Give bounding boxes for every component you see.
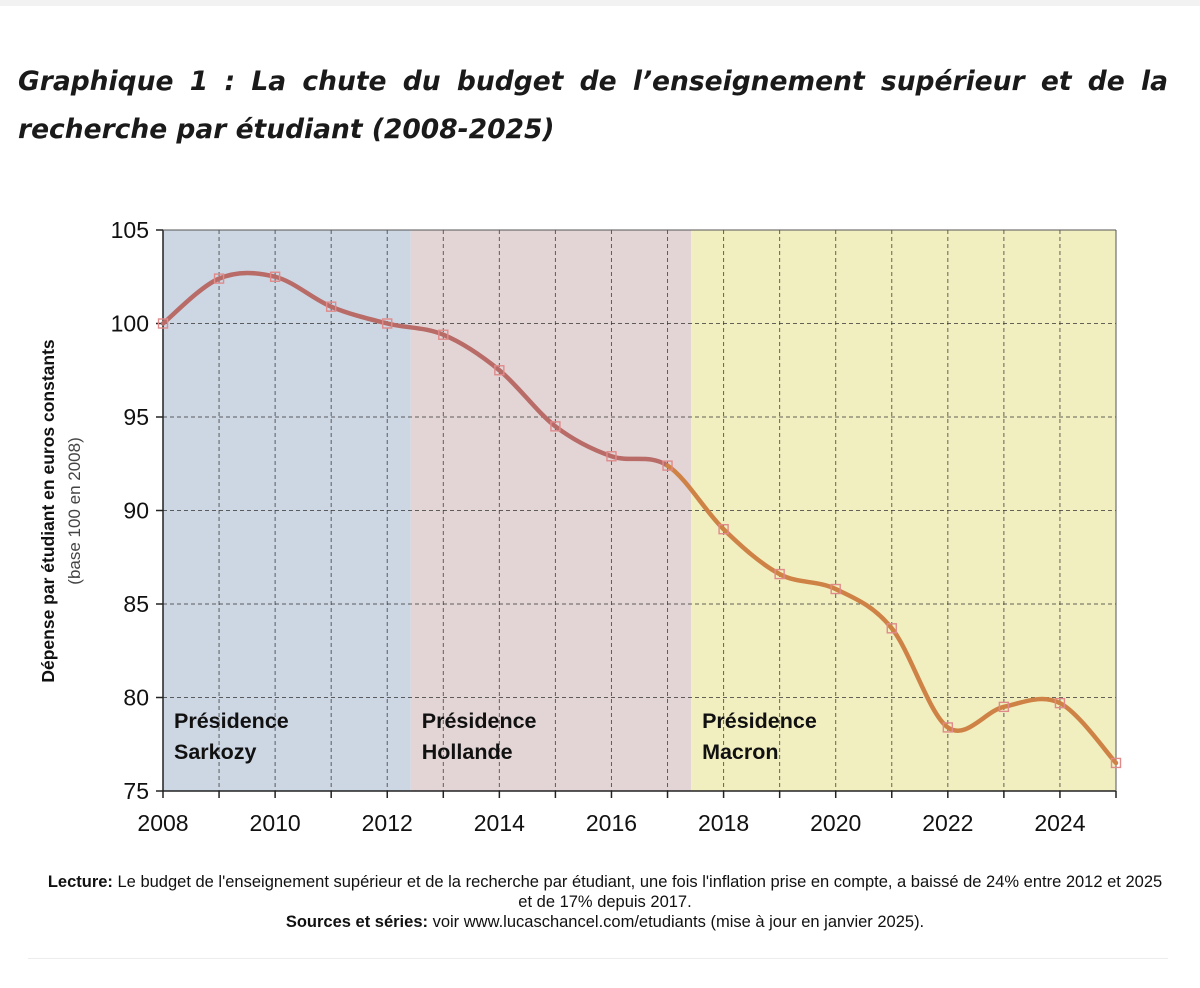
- y-tick-label: 75: [123, 778, 149, 804]
- y-tick-labels: 105 100 95 90 85 80 75: [111, 217, 149, 804]
- data-point-2014: [494, 365, 505, 376]
- x-tick-label: 2014: [474, 810, 525, 836]
- x-tick-label: 2020: [810, 810, 861, 836]
- data-point-2010: [269, 271, 281, 282]
- data-point-2017: [662, 460, 673, 471]
- bottom-rule: [28, 958, 1168, 959]
- data-point-2011: [325, 301, 337, 312]
- x-tick-label: 2018: [698, 810, 749, 836]
- lecture-text: Le budget de l'enseignement supérieur et…: [112, 873, 1163, 911]
- x-tick-labels: 2008 2010 2012 2014 2016 2018 2020 2022 2024: [137, 810, 1085, 836]
- period-label-name: Macron: [702, 740, 778, 764]
- y-axis-sublabel: (base 100 en 2008): [65, 437, 84, 584]
- x-tick-label: 2016: [586, 810, 637, 836]
- data-point-2022: [942, 722, 954, 733]
- x-tick-label: 2012: [362, 810, 413, 836]
- period-label-title: Présidence: [702, 709, 817, 733]
- chart-heading: Graphique 1 : La chute du budget de l’en…: [18, 66, 1168, 145]
- y-tick-label: 95: [123, 404, 149, 430]
- data-point-2015: [550, 421, 561, 432]
- chart-caption: Lecture: Le budget de l'enseignement sup…: [40, 872, 1170, 932]
- lecture-label: Lecture:: [47, 873, 113, 891]
- series-line: [160, 270, 1119, 766]
- data-point-2013: [438, 329, 449, 340]
- series-line-2008-2017: [160, 270, 670, 468]
- x-tick-label: 2010: [250, 810, 301, 836]
- gridlines: [163, 229, 1116, 791]
- sources-text: voir www.lucaschancel.com/etudiants (mis…: [428, 913, 925, 931]
- data-point-2023: [998, 701, 1010, 713]
- series-line-2017-2025: [665, 463, 1119, 766]
- sources-label: Sources et séries:: [285, 913, 428, 931]
- data-point-2016: [606, 451, 617, 462]
- period-label-name: Hollande: [422, 740, 513, 764]
- y-tick-label: 90: [123, 498, 149, 524]
- sources-line: Sources et séries: voir www.lucaschancel…: [40, 912, 1170, 932]
- y-tick-label: 80: [123, 685, 149, 711]
- data-point-2018: [718, 524, 729, 535]
- period-label-title: Présidence: [422, 709, 537, 733]
- data-point-2009: [213, 273, 225, 284]
- data-point-2021: [886, 623, 897, 634]
- period-labels: Présidence Sarkozy Présidence Hollande Prési…: [174, 709, 817, 764]
- period-label-name: Sarkozy: [174, 740, 257, 764]
- data-point-2008: [157, 318, 169, 329]
- top-rule: [0, 0, 1200, 6]
- x-tick-label: 2022: [922, 810, 973, 836]
- data-point-2012: [382, 318, 393, 329]
- data-point-2020: [830, 583, 841, 595]
- x-tick-label: 2024: [1034, 810, 1085, 836]
- data-point-2024: [1054, 697, 1066, 709]
- series-markers: [157, 271, 1122, 769]
- period-label-title: Présidence: [174, 709, 289, 733]
- y-tick-label: 85: [123, 591, 149, 617]
- data-point-2019: [774, 568, 785, 580]
- y-tick-label: 100: [111, 311, 149, 337]
- x-tick-label: 2008: [137, 810, 188, 836]
- data-point-2025: [1110, 757, 1122, 769]
- y-tick-label: 105: [111, 217, 149, 243]
- lecture-line: Lecture: Le budget de l'enseignement sup…: [40, 872, 1170, 912]
- y-axis-label: Dépense par étudiant en euros constants: [38, 339, 58, 683]
